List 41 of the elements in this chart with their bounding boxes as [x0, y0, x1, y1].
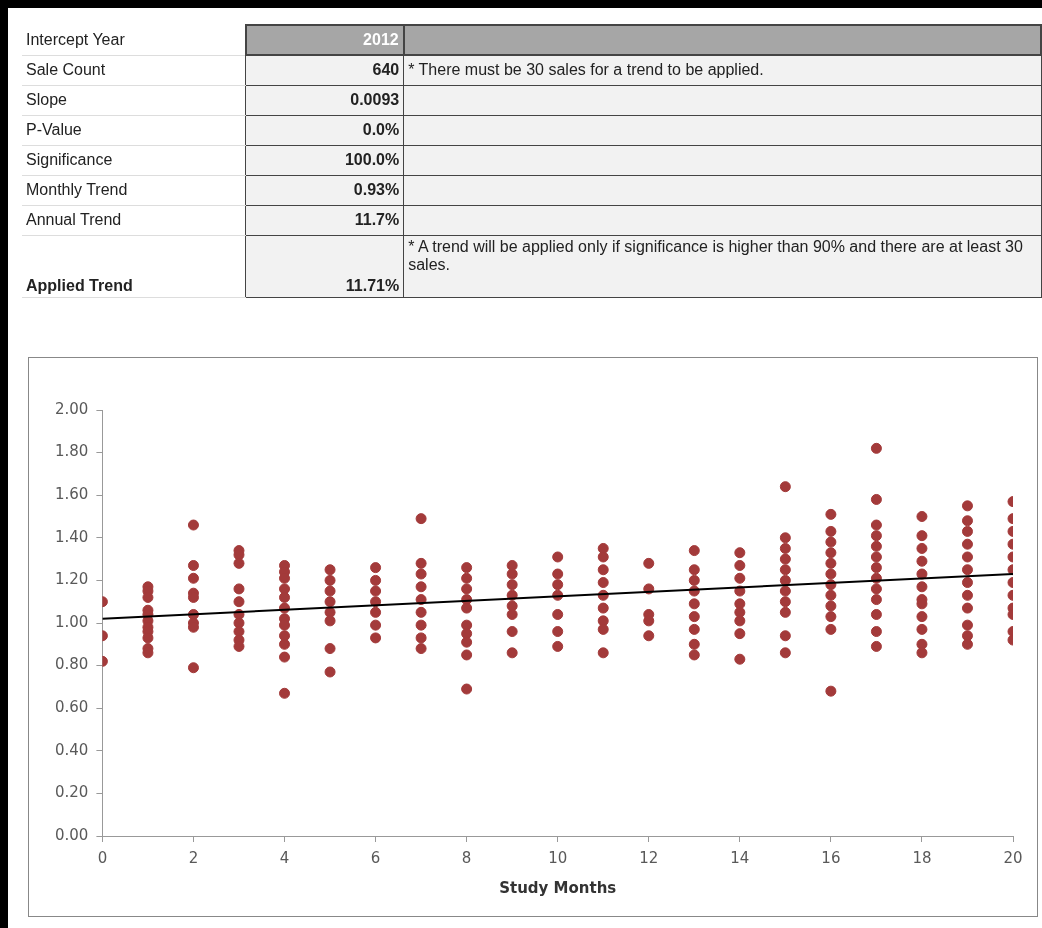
y-tick-label: 1.40	[54, 527, 89, 546]
text: 0.0093	[245, 85, 404, 115]
x-tick-label: 12	[639, 848, 659, 867]
y-tick-label: 1.20	[54, 570, 89, 589]
text: 11.71%	[245, 235, 404, 297]
text: Significance	[22, 145, 246, 175]
x-tick-label: 14	[730, 848, 750, 867]
text: P-Value	[22, 115, 246, 145]
text: Applied Trend	[22, 235, 246, 297]
y-tick-label: 1.80	[54, 442, 89, 461]
y-tick-label: 0.00	[54, 825, 89, 844]
y-tick-label: 0.20	[54, 783, 89, 802]
x-tick-label: 8	[461, 848, 472, 867]
x-tick-label: 10	[548, 848, 568, 867]
x-tick-label: 4	[279, 848, 290, 867]
text: Monthly Trend	[22, 175, 246, 205]
y-tick-label: 1.60	[54, 485, 89, 504]
text: Slope	[22, 85, 246, 115]
y-tick-label: 1.00	[54, 612, 89, 631]
text: * There must be 30 sales for a trend to be applied.	[403, 55, 1041, 85]
y-tick-label: 2.00	[54, 399, 89, 418]
y-tick-label: 0.60	[54, 698, 89, 717]
x-tick-label: 20	[1003, 848, 1023, 867]
x-tick-label: 2	[188, 848, 199, 867]
text: Sale Count	[22, 55, 246, 85]
text: 640	[245, 55, 404, 85]
x-tick-label: 0	[97, 848, 108, 867]
text: 11.7%	[245, 205, 404, 235]
x-tick-label: 16	[821, 848, 841, 867]
text: Intercept Year	[22, 25, 246, 55]
y-tick-label: 0.40	[54, 740, 89, 759]
text: 0.93%	[245, 175, 404, 205]
text: 100.0%	[245, 145, 404, 175]
text: 0.0%	[245, 115, 404, 145]
x-axis-title: Study Months	[499, 878, 617, 897]
text: Annual Trend	[22, 205, 246, 235]
text: 2012	[245, 25, 404, 55]
text: * A trend will be applied only if significance is higher than 90% and there are at least 30 sales.	[403, 235, 1041, 297]
y-tick-label: 0.80	[54, 655, 89, 674]
x-tick-label: 6	[370, 848, 381, 867]
x-tick-label: 18	[912, 848, 932, 867]
